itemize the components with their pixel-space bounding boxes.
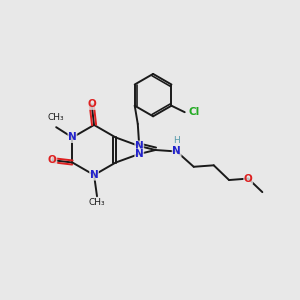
Text: H: H — [173, 136, 180, 145]
Text: CH₃: CH₃ — [48, 113, 64, 122]
Text: O: O — [48, 155, 57, 165]
Text: N: N — [68, 133, 77, 142]
Text: Cl: Cl — [188, 107, 200, 117]
Text: N: N — [135, 149, 144, 159]
Text: O: O — [244, 174, 253, 184]
Text: N: N — [135, 141, 144, 151]
Text: CH₃: CH₃ — [89, 198, 105, 207]
Text: N: N — [90, 170, 98, 180]
Text: N: N — [172, 146, 181, 157]
Text: O: O — [87, 99, 96, 110]
